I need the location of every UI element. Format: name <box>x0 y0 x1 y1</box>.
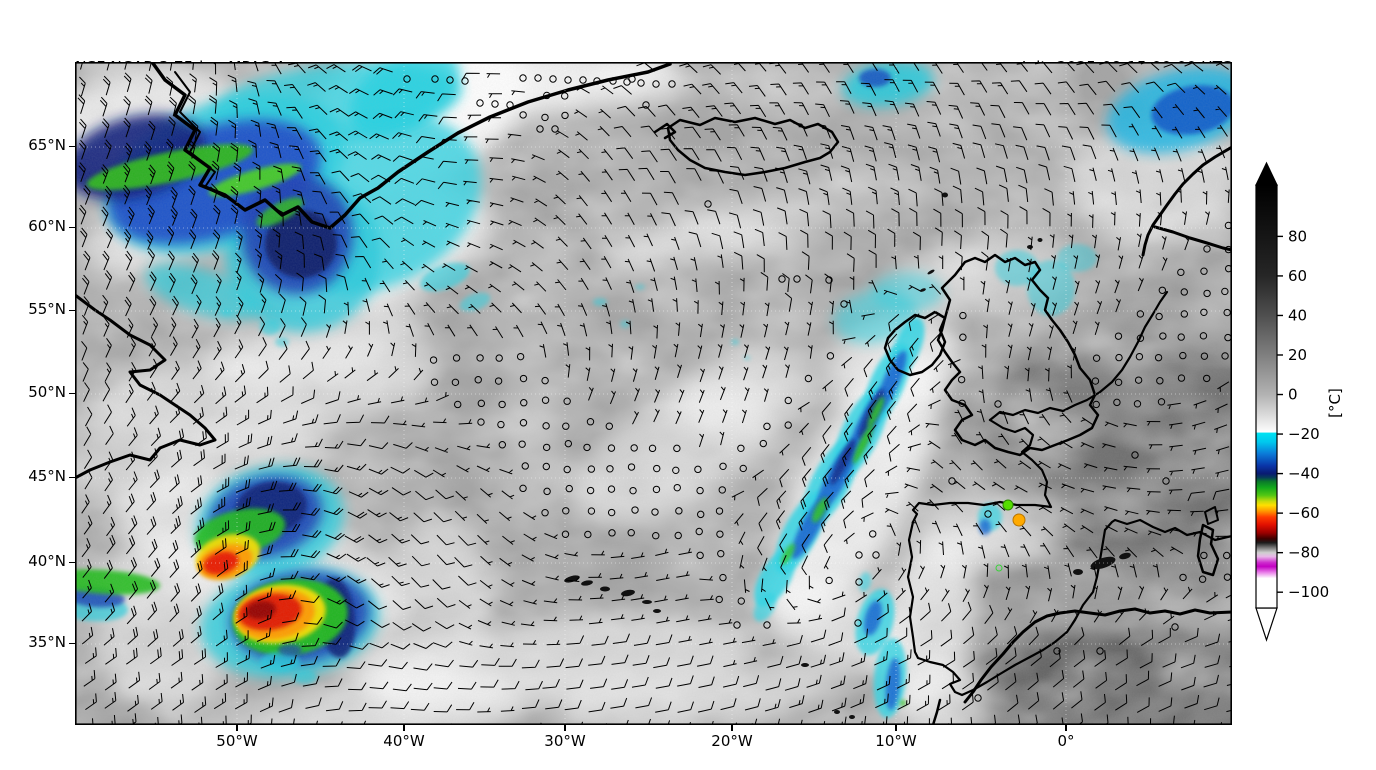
lat-tick-label: 45°N <box>28 467 66 485</box>
coastline-greenland <box>150 62 672 230</box>
colorbar-tick-label: −20 <box>1288 425 1320 443</box>
colorbar-tick-label: −100 <box>1288 583 1329 601</box>
lon-tick <box>731 725 733 731</box>
lon-tick-label: 10°W <box>875 732 917 750</box>
coastline-iceland <box>653 116 840 177</box>
lon-tick-label: 40°W <box>383 732 425 750</box>
colorbar-tick-label: −40 <box>1288 465 1320 483</box>
lon-tick-label: 20°W <box>711 732 753 750</box>
coastline-channel-lowlands <box>988 290 1169 422</box>
colorbar-tick-label: 40 <box>1288 306 1307 324</box>
station-dot <box>995 564 1003 572</box>
coastline-labrador-newfoundland <box>75 293 217 480</box>
lat-tick-label: 35°N <box>28 633 66 651</box>
calm-circles <box>403 74 1232 702</box>
lat-tick-label: 55°N <box>28 300 66 318</box>
map-frame <box>75 62 1232 725</box>
colorbar-tick-label: 20 <box>1288 346 1307 364</box>
lon-tick-label: 50°W <box>216 732 258 750</box>
colorbar-tick-label: −80 <box>1288 544 1320 562</box>
coastline-corsica <box>1204 506 1219 525</box>
coastline-greenland-inner <box>174 71 226 198</box>
lat-tick-label: 40°N <box>28 552 66 570</box>
lat-tick-label: 60°N <box>28 217 66 235</box>
colorbar-tick-label: 0 <box>1288 386 1298 404</box>
colorbar-tick-label: 60 <box>1288 267 1307 285</box>
lon-tick <box>564 725 566 731</box>
colorbar-unit-label: [°C] <box>1326 388 1344 418</box>
colorbar-tick-label: −60 <box>1288 504 1320 522</box>
coastline-ireland <box>883 310 947 377</box>
lon-tick <box>895 725 897 731</box>
coastline-sardinia <box>1196 523 1220 577</box>
map-canvas <box>75 62 1232 725</box>
lon-tick-label: 0° <box>1057 732 1075 750</box>
coastline-africa-mediterranean <box>963 607 1232 704</box>
coastline-morocco-atlantic <box>931 698 942 725</box>
map-layers <box>75 62 1232 725</box>
coastline-britain <box>936 253 1100 457</box>
lat-tick-label: 50°N <box>28 383 66 401</box>
lon-tick <box>1065 725 1067 731</box>
station-dot <box>1002 499 1014 511</box>
lon-tick-label: 30°W <box>544 732 586 750</box>
coastline-continent-france-iberia <box>906 418 1232 697</box>
coastlines <box>75 62 1232 725</box>
graticule <box>75 62 1232 725</box>
colorbar-tick-label: 80 <box>1288 227 1307 245</box>
lon-tick <box>403 725 405 731</box>
station-dot <box>1012 513 1026 527</box>
lon-tick <box>236 725 238 731</box>
colorbar: 80 60 40 20 0 −20 −40 −60 −80 −100 [°C] <box>1255 161 1344 642</box>
coastline-norway <box>1141 145 1232 257</box>
lat-tick-label: 65°N <box>28 136 66 154</box>
